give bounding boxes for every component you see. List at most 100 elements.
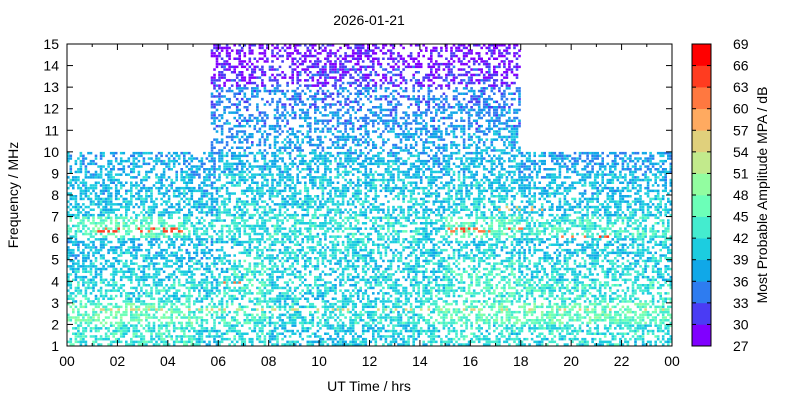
heatmap-cell	[286, 54, 289, 58]
heatmap-cell	[319, 254, 322, 257]
heatmap-cell	[286, 340, 289, 344]
heatmap-cell	[319, 119, 322, 122]
heatmap-cell	[306, 211, 310, 214]
heatmap-cell	[301, 141, 304, 144]
heatmap-cell	[319, 154, 322, 158]
heatmap-cell	[326, 168, 330, 171]
heatmap-cell	[293, 157, 297, 160]
heatmap-cell	[145, 232, 148, 236]
heatmap-cell	[167, 246, 171, 249]
heatmap-cell	[271, 308, 274, 311]
heatmap-cell	[188, 173, 191, 176]
heatmap-cell	[230, 65, 234, 69]
heatmap-cell	[266, 284, 269, 287]
heatmap-cell	[225, 197, 229, 201]
heatmap-cell	[215, 197, 219, 201]
heatmap-cell	[170, 275, 173, 279]
heatmap-cell	[233, 44, 236, 47]
heatmap-cell	[223, 294, 226, 298]
heatmap-cell	[291, 181, 294, 184]
heatmap-cell	[235, 273, 239, 276]
heatmap-cell	[122, 235, 126, 238]
heatmap-cell	[326, 332, 330, 335]
heatmap-cell	[193, 286, 196, 290]
heatmap-cell	[263, 52, 267, 55]
heatmap-cell	[177, 321, 181, 325]
heatmap-cell	[288, 154, 292, 158]
heatmap-cell	[210, 81, 214, 85]
heatmap-cell	[314, 310, 317, 314]
heatmap-cell	[243, 44, 247, 47]
heatmap-cell	[238, 200, 241, 203]
heatmap-cell	[210, 335, 214, 338]
heatmap-cell	[240, 286, 244, 290]
heatmap-cell	[238, 329, 241, 333]
heatmap-cell	[193, 329, 196, 333]
heatmap-cell	[67, 205, 70, 209]
heatmap-cell	[296, 316, 299, 319]
heatmap-cell	[167, 329, 171, 333]
heatmap-cell	[263, 162, 267, 166]
heatmap-cell	[311, 305, 315, 309]
heatmap-cell	[243, 310, 247, 314]
heatmap-cell	[200, 251, 204, 255]
heatmap-cell	[188, 230, 191, 233]
heatmap-cell	[253, 154, 257, 158]
heatmap-cell	[291, 324, 294, 327]
heatmap-cell	[273, 321, 277, 325]
heatmap-cell	[268, 216, 272, 220]
heatmap-cell	[172, 235, 176, 238]
heatmap-cell	[304, 222, 307, 225]
heatmap-cell	[104, 186, 108, 190]
heatmap-cell	[208, 192, 211, 195]
heatmap-cell	[316, 340, 320, 344]
heatmap-cell	[74, 278, 78, 282]
heatmap-cell	[119, 340, 123, 344]
heatmap-cell	[190, 178, 194, 182]
heatmap-cell	[281, 219, 284, 222]
heatmap-cell	[238, 235, 241, 238]
heatmap-cell	[278, 248, 282, 252]
heatmap-cell	[119, 151, 123, 155]
heatmap-cell	[253, 181, 257, 184]
heatmap-cell	[67, 176, 70, 179]
heatmap-cell	[203, 267, 206, 271]
heatmap-cell	[193, 267, 196, 271]
heatmap-cell	[324, 332, 327, 335]
heatmap-cell	[122, 284, 126, 287]
heatmap-cell	[79, 321, 83, 325]
heatmap-cell	[94, 281, 98, 284]
heatmap-cell	[329, 273, 332, 276]
heatmap-cell	[195, 189, 199, 193]
heatmap-cell	[314, 227, 317, 230]
heatmap-cell	[104, 219, 108, 222]
heatmap-cell	[67, 213, 70, 217]
heatmap-cell	[324, 213, 327, 217]
heatmap-cell	[261, 262, 264, 265]
heatmap-cell	[326, 151, 330, 155]
heatmap-cell	[256, 211, 259, 214]
heatmap-cell	[119, 324, 123, 327]
heatmap-cell	[82, 154, 85, 158]
heatmap-cell	[188, 157, 191, 160]
heatmap-cell	[147, 240, 151, 244]
heatmap-cell	[175, 151, 178, 155]
heatmap-cell	[296, 135, 299, 139]
heatmap-cell	[99, 213, 103, 217]
heatmap-cell	[296, 149, 299, 152]
heatmap-cell	[185, 273, 189, 276]
heatmap-cell	[230, 329, 234, 333]
heatmap-cell	[112, 289, 115, 292]
heatmap-cell	[140, 227, 143, 230]
heatmap-cell	[223, 281, 226, 284]
heatmap-cell	[137, 238, 141, 241]
heatmap-cell	[293, 227, 297, 230]
heatmap-cell	[200, 316, 204, 319]
heatmap-cell	[298, 71, 302, 74]
heatmap-cell	[238, 213, 241, 217]
heatmap-cell	[256, 119, 259, 122]
heatmap-cell	[316, 335, 320, 338]
heatmap-cell	[87, 246, 90, 249]
heatmap-cell	[228, 230, 231, 233]
heatmap-cell	[283, 270, 287, 273]
